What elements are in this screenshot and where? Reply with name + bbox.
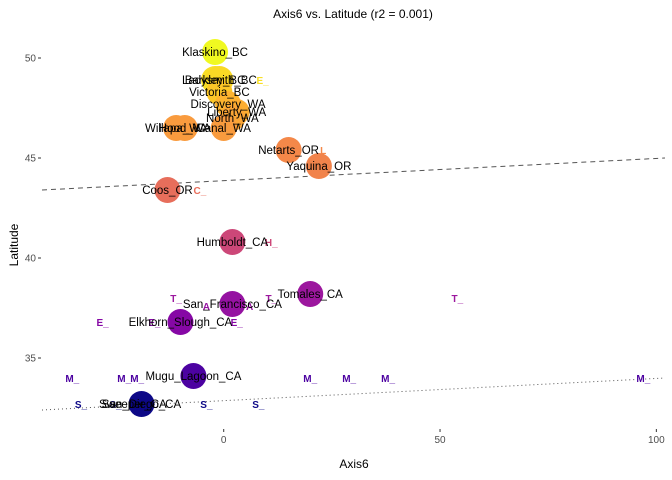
point-label: Humboldt_CA <box>197 237 269 249</box>
point-label: San_Diego_CA <box>102 399 182 411</box>
mini-label: M_ <box>65 374 79 385</box>
mini-label: E_ <box>96 318 109 329</box>
point-label: Sweeper_CA <box>99 399 167 411</box>
mini-label: S_ <box>109 400 122 411</box>
point-label: San_Francisco_CA <box>183 299 282 311</box>
mini-label: M_ <box>117 374 131 385</box>
x-axis: 0 50 100 <box>221 429 665 446</box>
data-point <box>154 177 181 203</box>
mini-label: L <box>320 146 326 157</box>
mini-label: S_ <box>252 400 265 411</box>
y-tick-label: 40 <box>25 254 37 265</box>
y-tick-label: 45 <box>25 154 37 165</box>
mini-label: H_ <box>265 238 278 249</box>
mini-label: E_ <box>257 76 270 87</box>
mini-label: E_ <box>231 318 244 329</box>
mini-label: A <box>203 302 210 313</box>
x-tick-label: 0 <box>221 435 227 446</box>
point-label: Elkhorn_Slough_CA <box>129 317 233 329</box>
x-tick-label: 50 <box>434 435 446 446</box>
point-label: Tomales_CA <box>278 289 344 301</box>
mini-label: E_ <box>148 318 161 329</box>
mini-label: S_ <box>200 400 213 411</box>
data-point <box>219 291 246 317</box>
point-label: North_WA <box>206 113 259 125</box>
trend-lines <box>41 157 666 411</box>
point-label: Mugu_Lagoon_CA <box>145 371 241 383</box>
point-labels: Klaskino_BC Barkley_BCLadysmith_BCVictori… <box>99 47 351 411</box>
mini-labels: E_LLC_H_T_T_T_AAE_E_E_M_M_M_M_M_M_M_S_S_… <box>65 76 650 411</box>
mini-label: S_ <box>75 400 88 411</box>
mini-label: A <box>246 302 253 313</box>
data-point <box>305 153 332 179</box>
mini-label: M_ <box>342 374 356 385</box>
point-label: Coos_OR <box>142 185 193 197</box>
point-label: Klaskino_BC <box>182 47 248 59</box>
point-label: Victoria_BC <box>189 87 250 99</box>
mini-label: T_ <box>265 294 277 305</box>
y-axis: 35 40 45 50 <box>25 54 41 365</box>
x-tick-label: 100 <box>648 435 665 446</box>
data-point <box>275 137 302 163</box>
mini-label: M_ <box>636 374 650 385</box>
y-tick-label: 35 <box>25 354 37 365</box>
point-label: Hood_WA <box>159 123 211 135</box>
chart-title: Axis6 vs. Latitude (r2 = 0.001) <box>273 7 433 21</box>
data-point <box>128 391 155 417</box>
y-tick-label: 50 <box>25 54 37 65</box>
data-points <box>128 39 332 417</box>
point-label: Ladysmith_BC <box>182 75 257 87</box>
dashed-trend-line <box>41 157 666 191</box>
point-label: Discovery_WA <box>191 99 266 111</box>
y-axis-title: Latitude <box>7 223 21 266</box>
mini-label: T_ <box>170 294 182 305</box>
point-label: Liberty_WA <box>207 107 266 119</box>
point-label: Canal_WA <box>196 123 251 135</box>
point-label: Willapa_WA <box>145 123 208 135</box>
data-point <box>219 229 246 255</box>
mini-label: M_ <box>303 374 317 385</box>
mini-label: T_ <box>451 294 463 305</box>
data-point <box>210 115 237 141</box>
data-point <box>297 281 324 307</box>
point-label: Barkley_BC <box>185 75 246 87</box>
mini-label: C_ <box>194 186 207 197</box>
x-axis-title: Axis6 <box>339 457 369 471</box>
point-label: Yaquina_OR <box>286 161 351 173</box>
point-label: Netarts_OR <box>258 145 319 157</box>
data-point <box>202 39 229 65</box>
data-point <box>171 115 198 141</box>
mini-label: M_ <box>130 374 144 385</box>
mini-label: M_ <box>381 374 395 385</box>
data-point <box>180 363 207 389</box>
data-point <box>167 309 194 335</box>
